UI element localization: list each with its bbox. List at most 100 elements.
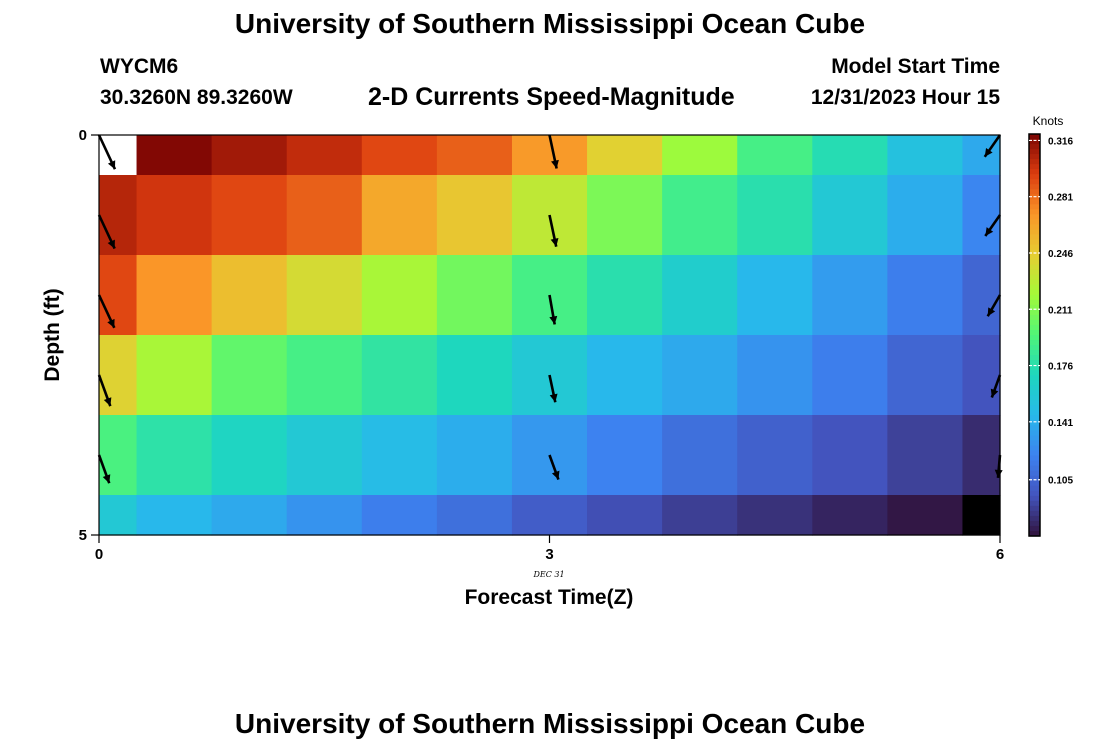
heatmap-cell xyxy=(211,135,288,176)
heatmap-cell xyxy=(887,335,964,416)
heatmap-cell xyxy=(887,135,964,176)
colorbar-tick-label: 0.246 xyxy=(1048,249,1073,260)
heatmap-cell xyxy=(962,335,1001,416)
x-date-label: DEC 31 xyxy=(532,570,564,579)
model-start-value: 12/31/2023 Hour 15 xyxy=(810,86,1000,109)
y-axis-label: Depth (ft) xyxy=(41,288,64,381)
chart-subtitle: 2-D Currents Speed-Magnitude xyxy=(368,83,735,111)
heatmap-cell xyxy=(587,135,663,176)
heatmap-cell xyxy=(812,495,888,536)
heatmap-cell xyxy=(662,415,738,496)
heatmap-cell xyxy=(812,335,888,416)
x-tick-label: 6 xyxy=(996,546,1004,563)
heatmap-cell xyxy=(436,175,513,256)
heatmap-cell xyxy=(587,495,663,536)
heatmap-cell xyxy=(136,415,213,496)
current-vector-arrow xyxy=(548,294,558,325)
chart-title: University of Southern Mississippi Ocean… xyxy=(234,8,866,39)
current-vector-arrow xyxy=(548,214,559,247)
heatmap-cell xyxy=(211,175,288,256)
heatmap-cell xyxy=(587,415,663,496)
heatmap-cell xyxy=(737,255,813,336)
heatmap-cell xyxy=(361,175,438,256)
heatmap-cell xyxy=(211,495,288,536)
heatmap-cell xyxy=(587,335,663,416)
heatmap-cell xyxy=(136,335,213,416)
y-tick-label: 5 xyxy=(79,527,87,544)
heatmap-cell xyxy=(436,135,513,176)
heatmap-cell xyxy=(99,415,138,496)
heatmap-cell xyxy=(887,415,964,496)
current-vector-arrow xyxy=(548,374,558,403)
axes: 0 3 605 xyxy=(79,127,1005,563)
heatmap-cell xyxy=(136,135,213,176)
heatmap-cell xyxy=(436,415,513,496)
current-vector-arrow xyxy=(986,294,1002,317)
heatmap-cell xyxy=(887,495,964,536)
heatmap-cell xyxy=(99,135,138,176)
heatmap-cell xyxy=(737,175,813,256)
heatmap-cell xyxy=(662,495,738,536)
heatmap-cell xyxy=(361,415,438,496)
heatmap-cell xyxy=(361,335,438,416)
x-axis-label: Forecast Time(Z) xyxy=(465,586,634,609)
heatmap-cell xyxy=(136,255,213,336)
x-tick-label: 3 xyxy=(545,546,553,563)
heatmap-cell xyxy=(136,175,213,256)
heatmap-cell xyxy=(962,175,1001,256)
heatmap-cell xyxy=(99,495,138,536)
heatmap-cell xyxy=(812,415,888,496)
current-vector-arrow xyxy=(97,134,117,170)
heatmap-cell xyxy=(361,135,438,176)
current-vector-arrow xyxy=(994,454,1003,479)
heatmap-cell xyxy=(436,335,513,416)
current-vector-arrow xyxy=(97,294,116,329)
heatmap-cell xyxy=(887,255,964,336)
colorbar-tick-label: 0.176 xyxy=(1048,362,1073,373)
colorbar: 0.316 0.281 0.246 0.211 0.176 0.141 0.105 xyxy=(1028,133,1073,537)
model-start-label: Model Start Time xyxy=(831,55,1000,78)
heatmap-cell xyxy=(286,495,363,536)
heatmap-cell xyxy=(587,175,663,256)
heatmap-cell xyxy=(211,255,288,336)
heatmap-cell xyxy=(662,335,738,416)
heatmap-cell xyxy=(662,255,738,336)
station-location: 30.3260N 89.3260W xyxy=(100,86,293,109)
x-tick-label: 0 xyxy=(95,546,103,563)
y-tick-label: 0 xyxy=(79,127,87,144)
colorbar-tick-label: 0.105 xyxy=(1048,476,1073,487)
heatmap-cell xyxy=(99,175,138,256)
heatmap-cell xyxy=(737,495,813,536)
current-vector-arrow xyxy=(97,454,111,484)
colorbar-tick-label: 0.316 xyxy=(1048,136,1073,147)
current-vector-arrow xyxy=(548,454,560,480)
colorbar-tick-label: 0.281 xyxy=(1048,193,1073,204)
current-vector-arrow xyxy=(990,374,1002,398)
heatmap-cell xyxy=(812,135,888,176)
heatmap-cell xyxy=(812,255,888,336)
current-vector-arrow xyxy=(548,134,559,169)
heatmap-cell xyxy=(286,135,363,176)
heatmap-cell xyxy=(286,335,363,416)
heatmap-cell xyxy=(286,415,363,496)
heatmap-cell xyxy=(587,255,663,336)
heatmap-cell xyxy=(286,255,363,336)
heatmap-cell xyxy=(737,135,813,176)
footer-title: University of Southern Mississippi Ocean… xyxy=(234,708,866,739)
heatmap-cell xyxy=(737,415,813,496)
current-vectors xyxy=(97,134,1003,484)
current-vector-arrow xyxy=(97,374,112,407)
heatmap-cell xyxy=(211,335,288,416)
colorbar-tick-label: 0.211 xyxy=(1048,305,1073,316)
heatmap-cell xyxy=(436,495,513,536)
heatmap-cell xyxy=(962,255,1001,336)
colorbar-tick-label: 0.141 xyxy=(1048,418,1073,429)
heatmap-cell xyxy=(211,415,288,496)
heatmap-cell xyxy=(962,415,1001,496)
current-vector-arrow xyxy=(97,214,116,250)
heatmap-cell xyxy=(511,495,588,536)
heatmap-cell xyxy=(737,335,813,416)
heatmap-cell xyxy=(962,495,1001,536)
heatmap-cell xyxy=(136,495,213,536)
heatmap-cell xyxy=(662,135,738,176)
